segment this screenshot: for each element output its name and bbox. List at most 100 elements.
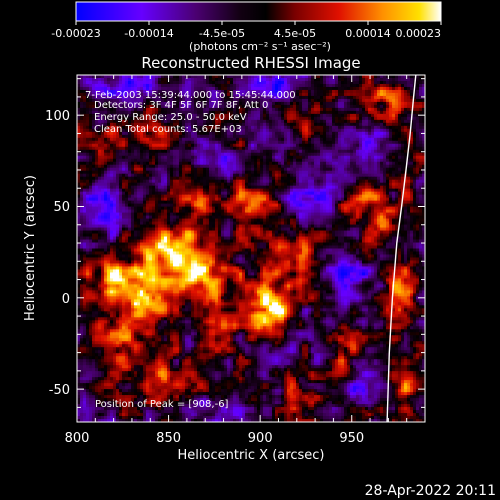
heatmap-cell [332,104,336,109]
heatmap-cell [188,104,192,109]
heatmap-cell [422,75,425,79]
heatmap-cell [395,104,399,109]
heatmap-cell [206,80,210,85]
heatmap-cell [281,75,285,79]
heatmap-cell [242,86,246,91]
heatmap-cell [194,83,198,88]
heatmap-cell [404,89,408,94]
heatmap-cell [284,92,288,97]
heatmap-cell [242,98,246,103]
heatmap-cell [200,80,204,85]
heatmap-cell [242,101,246,106]
heatmap-cell [260,104,264,109]
heatmap-cell [410,98,414,103]
heatmap-cell [176,75,180,79]
heatmap-cell [272,101,276,106]
heatmap-cell [401,101,405,106]
heatmap-cell [299,86,303,91]
heatmap-cell [152,75,156,79]
heatmap-cell [284,101,288,106]
heatmap-cell [188,95,192,100]
heatmap-cell [353,104,357,109]
heatmap-cell [182,89,186,94]
heatmap-cell [89,89,93,94]
heatmap-cell [311,101,315,106]
heatmap-cell [368,101,372,106]
heatmap-cell [80,83,84,88]
heatmap-cell [158,83,162,88]
heatmap-cell [290,75,294,79]
heatmap-cell [125,86,129,91]
heatmap-cell [242,104,246,109]
heatmap-cell [335,104,339,109]
heatmap-cell [269,95,273,100]
heatmap-cell [104,92,108,97]
heatmap-cell [374,86,378,91]
heatmap-cell [341,83,345,88]
heatmap-cell [134,77,138,82]
heatmap-cell [395,98,399,103]
heatmap-cell [347,104,351,109]
heatmap-cell [407,98,411,103]
heatmap-cell [218,83,222,88]
heatmap-cell [392,75,396,79]
heatmap-cell [365,89,369,94]
heatmap-cell [266,104,270,109]
heatmap-cell [107,92,111,97]
heatmap-cell [332,89,336,94]
heatmap-cell [125,80,129,85]
heatmap-cell [176,92,180,97]
heatmap-cell [299,75,303,79]
heatmap-cell [218,98,222,103]
heatmap-cell [173,104,177,109]
heatmap-cell [239,77,243,82]
heatmap-cell [212,77,216,82]
heatmap-cell [194,86,198,91]
heatmap-cell [236,89,240,94]
heatmap-cell [356,86,360,91]
heatmap-cell [284,104,288,109]
heatmap-cell [110,98,114,103]
heatmap-cell [248,98,252,103]
heatmap-cell [311,104,315,109]
heatmap-cell [299,104,303,109]
heatmap-cell [371,80,375,85]
heatmap-cell [386,101,390,106]
heatmap-cell [245,95,249,100]
heatmap-cell [227,80,231,85]
heatmap-cell [206,101,210,106]
heatmap-cell [179,104,183,109]
heatmap-cell [143,86,147,91]
heatmap-cell [233,83,237,88]
heatmap-cell [347,101,351,106]
heatmap-cell [383,83,387,88]
heatmap-cell [338,80,342,85]
heatmap-cell [404,75,408,79]
heatmap-cell [371,98,375,103]
heatmap-cell [254,89,258,94]
heatmap-cell [116,77,120,82]
heatmap-cell [161,86,165,91]
heatmap-cell [362,77,366,82]
heatmap-cell [311,77,315,82]
heatmap-cell [374,104,378,109]
heatmap-cell [353,86,357,91]
heatmap-cell [116,98,120,103]
heatmap-cell [287,98,291,103]
heatmap-cell [125,98,129,103]
heatmap-cell [212,80,216,85]
heatmap-cell [353,89,357,94]
heatmap-cell [221,77,225,82]
heatmap-cell [134,101,138,106]
heatmap-cell [308,104,312,109]
heatmap-cell [254,101,258,106]
heatmap-cell [251,95,255,100]
heatmap-cell [365,80,369,85]
heatmap-cell [320,92,324,97]
heatmap-cell [146,83,150,88]
heatmap-cell [134,89,138,94]
heatmap-cell [173,75,177,79]
heatmap-cell [89,77,93,82]
heatmap-cell [338,77,342,82]
heatmap-cell [212,101,216,106]
